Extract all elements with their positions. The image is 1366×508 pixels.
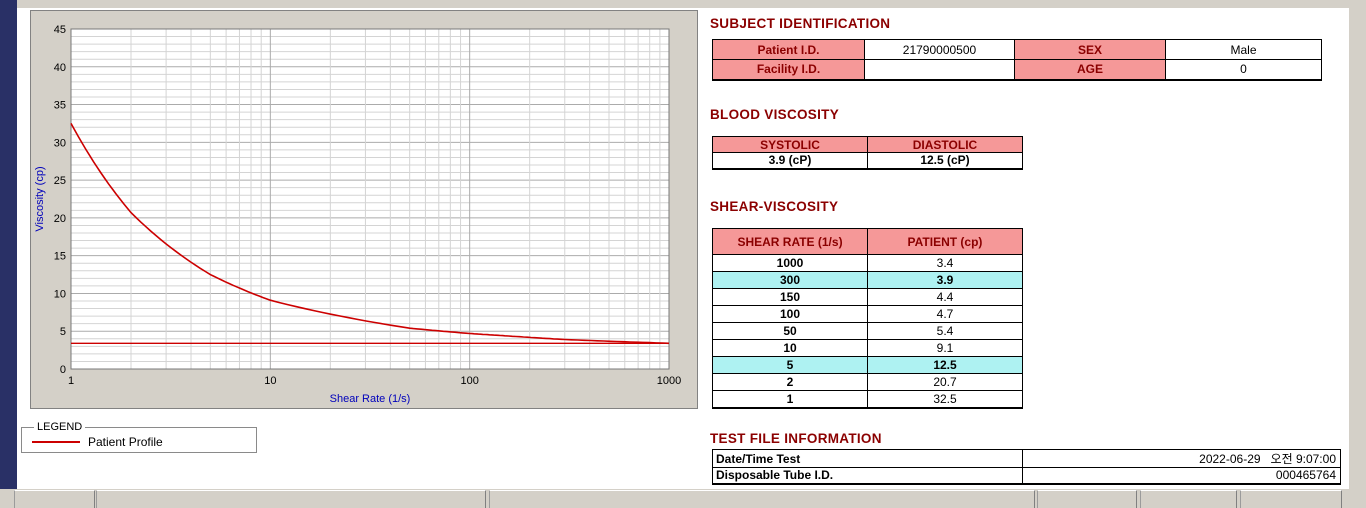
bottom-panel-segment [96, 490, 486, 508]
table-header-row: SYSTOLIC DIASTOLIC [712, 136, 1023, 153]
svg-text:10: 10 [264, 375, 276, 387]
bottom-panel-segment [1240, 490, 1342, 508]
sex-label: SEX [1014, 39, 1166, 60]
svg-text:Shear Rate (1/s): Shear Rate (1/s) [330, 393, 411, 405]
disposable-tube-id-value: 000465764 [1022, 467, 1341, 484]
blood-viscosity-table: SYSTOLIC DIASTOLIC 3.9 (cP) 12.5 (cP) [712, 136, 1023, 170]
patient-column-header: PATIENT (cp) [867, 228, 1023, 255]
table-row: 50 5.4 [712, 322, 1023, 340]
table-header-row: SHEAR RATE (1/s) PATIENT (cp) [712, 228, 1023, 255]
table-row: Date/Time Test 2022-06-29 오전 9:07:00 [712, 449, 1341, 468]
table-row: Patient I.D. 21790000500 SEX Male [712, 39, 1322, 60]
svg-text:100: 100 [460, 375, 478, 387]
shear-rate-cell: 100 [712, 305, 868, 323]
svg-text:45: 45 [54, 24, 66, 36]
age-value: 0 [1165, 59, 1322, 80]
svg-text:25: 25 [54, 175, 66, 187]
shear-viscosity-heading: SHEAR-VISCOSITY [710, 199, 839, 214]
sex-value: Male [1165, 39, 1322, 60]
patient-viscosity-cell: 12.5 [867, 356, 1023, 374]
bottom-panel-segment [489, 490, 1035, 508]
patient-id-label: Patient I.D. [712, 39, 865, 60]
legend-series-label: Patient Profile [88, 435, 163, 449]
diastolic-value: 12.5 (cP) [867, 152, 1023, 169]
patient-profile-line-icon [32, 441, 80, 443]
shear-rate-cell: 1 [712, 390, 868, 408]
facility-id-value [864, 59, 1015, 80]
svg-text:1000: 1000 [657, 375, 681, 387]
test-file-information-table: Date/Time Test 2022-06-29 오전 9:07:00 Dis… [712, 449, 1341, 485]
svg-text:5: 5 [60, 326, 66, 338]
bottom-panel-segment [1037, 490, 1137, 508]
test-file-information-heading: TEST FILE INFORMATION [710, 431, 882, 446]
shear-rate-cell: 150 [712, 288, 868, 306]
blood-viscosity-heading: BLOOD VISCOSITY [710, 107, 840, 122]
subject-identification-table: Patient I.D. 21790000500 SEX Male Facili… [712, 39, 1322, 81]
svg-text:40: 40 [54, 62, 66, 74]
shear-rate-cell: 50 [712, 322, 868, 340]
subject-identification-heading: SUBJECT IDENTIFICATION [710, 16, 891, 31]
patient-viscosity-cell: 4.7 [867, 305, 1023, 323]
bottom-panel-segment [14, 490, 95, 508]
svg-text:15: 15 [54, 251, 66, 263]
table-row: 2 20.7 [712, 373, 1023, 391]
report-panel: 0 5 10 15 20 25 30 35 40 45 1 10 100 1000 Shear Rate (… [17, 8, 1349, 490]
disposable-tube-id-label: Disposable Tube I.D. [712, 467, 1023, 484]
svg-text:Viscosity (cp): Viscosity (cp) [34, 166, 46, 231]
viscosity-vs-shear-chart: 0 5 10 15 20 25 30 35 40 45 1 10 100 1000 Shear Rate (… [34, 24, 681, 405]
svg-text:35: 35 [54, 100, 66, 112]
shear-rate-column-header: SHEAR RATE (1/s) [712, 228, 868, 255]
table-row: 100 4.7 [712, 305, 1023, 323]
diastolic-header: DIASTOLIC [867, 136, 1023, 153]
table-row: 5 12.5 [712, 356, 1023, 374]
date-time-test-label: Date/Time Test [712, 449, 1023, 468]
table-row: 1000 3.4 [712, 254, 1023, 272]
patient-viscosity-cell: 4.4 [867, 288, 1023, 306]
table-row: 10 9.1 [712, 339, 1023, 357]
patient-id-value: 21790000500 [864, 39, 1015, 60]
date-time-test-value: 2022-06-29 오전 9:07:00 [1022, 449, 1341, 468]
svg-text:20: 20 [54, 213, 66, 225]
svg-text:30: 30 [54, 137, 66, 149]
table-row: 150 4.4 [712, 288, 1023, 306]
legend-entry: Patient Profile [32, 435, 250, 449]
patient-viscosity-cell: 20.7 [867, 373, 1023, 391]
svg-text:1: 1 [68, 375, 74, 387]
shear-viscosity-table: SHEAR RATE (1/s) PATIENT (cp) 1000 3.4 30… [712, 228, 1023, 409]
facility-id-label: Facility I.D. [712, 59, 865, 80]
chart-legend: LEGEND Patient Profile [21, 421, 257, 453]
shear-rate-cell: 10 [712, 339, 868, 357]
patient-viscosity-cell: 32.5 [867, 390, 1023, 408]
age-label: AGE [1014, 59, 1166, 80]
svg-text:10: 10 [54, 288, 66, 300]
legend-title: LEGEND [37, 421, 83, 433]
table-row: 1 32.5 [712, 390, 1023, 408]
patient-viscosity-cell: 3.9 [867, 271, 1023, 289]
svg-text:0: 0 [60, 364, 66, 376]
table-row: 3.9 (cP) 12.5 (cP) [712, 152, 1023, 169]
shear-rate-cell: 300 [712, 271, 868, 289]
viscosity-chart-panel: 0 5 10 15 20 25 30 35 40 45 1 10 100 1000 Shear Rate (… [30, 10, 698, 409]
patient-viscosity-cell: 3.4 [867, 254, 1023, 272]
window-left-edge [0, 0, 17, 490]
patient-viscosity-cell: 9.1 [867, 339, 1023, 357]
bottom-panel-segment [1140, 490, 1237, 508]
systolic-value: 3.9 (cP) [712, 152, 868, 169]
table-row: Facility I.D. AGE 0 [712, 59, 1322, 80]
table-row: Disposable Tube I.D. 000465764 [712, 467, 1341, 484]
systolic-header: SYSTOLIC [712, 136, 868, 153]
shear-rate-cell: 2 [712, 373, 868, 391]
shear-rate-cell: 5 [712, 356, 868, 374]
bottom-toolbar [0, 489, 1366, 508]
shear-rate-cell: 1000 [712, 254, 868, 272]
table-row: 300 3.9 [712, 271, 1023, 289]
patient-viscosity-cell: 5.4 [867, 322, 1023, 340]
